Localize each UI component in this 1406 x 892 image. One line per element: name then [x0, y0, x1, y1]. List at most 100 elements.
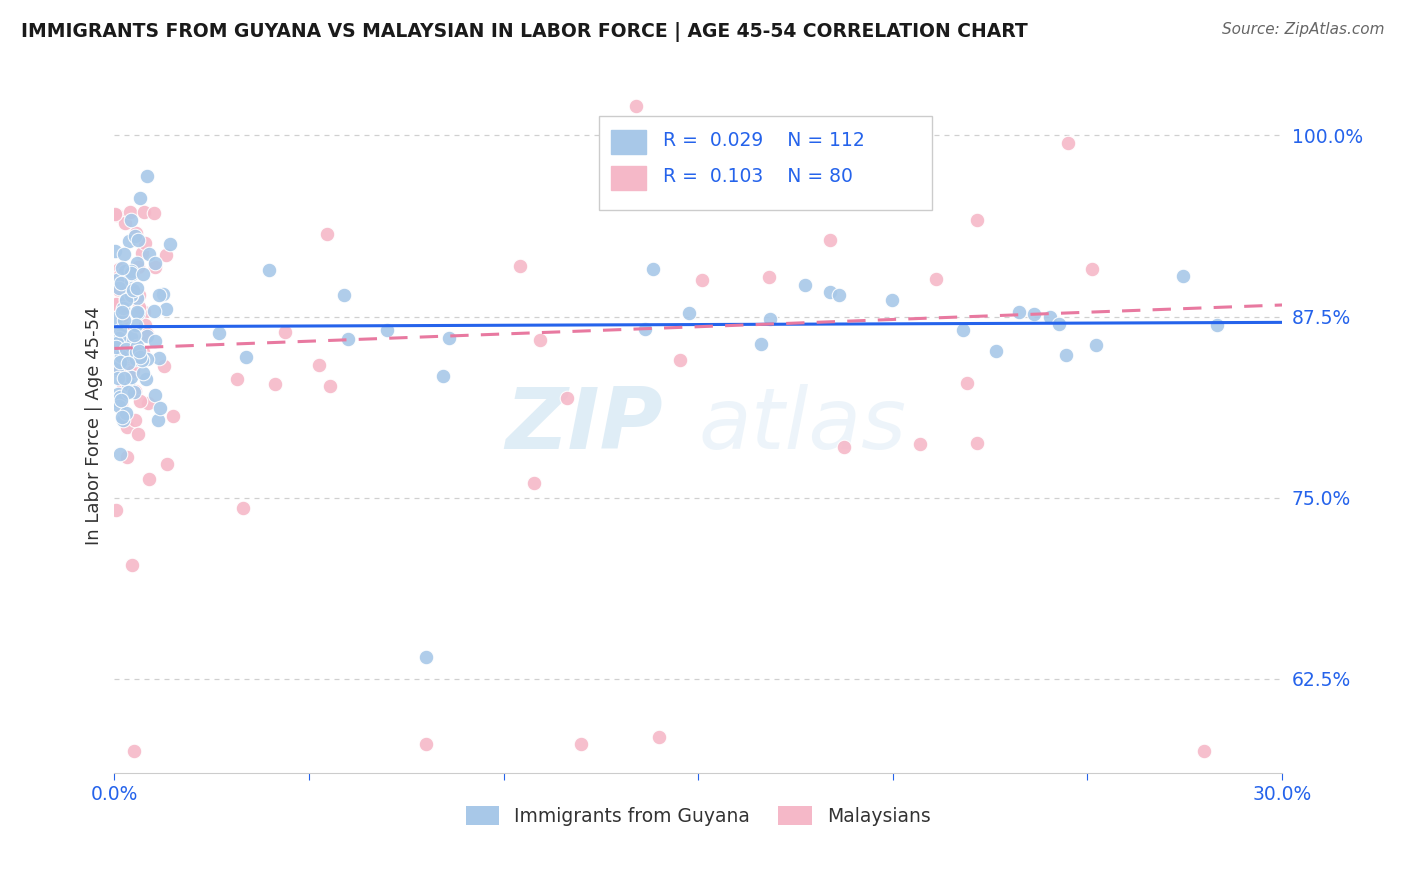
Point [908, 437, 931, 451]
Bar [610, 166, 645, 190]
Text: IMMIGRANTS FROM GUYANA VS MALAYSIAN IN LABOR FORCE | AGE 45-54 CORRELATION CHART: IMMIGRANTS FROM GUYANA VS MALAYSIAN IN L… [21, 22, 1028, 42]
Y-axis label: In Labor Force | Age 45-54: In Labor Force | Age 45-54 [86, 306, 103, 545]
Point [634, 322, 657, 336]
Point [120, 264, 142, 278]
Point [108, 262, 131, 277]
Point [121, 349, 143, 363]
Point [128, 300, 150, 314]
Point [115, 277, 138, 291]
Point [127, 233, 149, 247]
Point [127, 354, 149, 368]
Point [509, 259, 531, 273]
Point [107, 387, 129, 401]
Point [107, 393, 129, 408]
Point [105, 297, 128, 311]
Point [128, 344, 150, 359]
Point [110, 350, 132, 364]
Point [138, 473, 160, 487]
Point [143, 255, 166, 269]
Point [108, 447, 131, 461]
Point [571, 737, 593, 751]
Point [121, 361, 143, 376]
Point [117, 356, 139, 370]
Point [143, 334, 166, 348]
Point [124, 413, 146, 427]
Point [1047, 317, 1070, 331]
Point [127, 426, 149, 441]
Point [121, 267, 143, 281]
Point [131, 353, 153, 368]
Point [125, 345, 148, 359]
Point [112, 313, 135, 327]
Point [143, 260, 166, 275]
Point [432, 369, 454, 384]
Point [111, 305, 134, 319]
Point [138, 247, 160, 261]
Point [127, 306, 149, 320]
Point [110, 393, 132, 408]
Point [124, 226, 146, 240]
Point [120, 330, 142, 344]
Point [114, 293, 136, 307]
Point [114, 352, 136, 367]
Point [131, 345, 153, 359]
Point [114, 326, 136, 340]
Point [117, 376, 139, 391]
Point [758, 269, 780, 284]
Point [557, 392, 579, 406]
Point [319, 379, 342, 393]
Point [208, 326, 231, 340]
Point [375, 323, 398, 337]
Point [114, 373, 136, 387]
Text: atlas: atlas [699, 384, 907, 467]
Point [125, 352, 148, 367]
Point [136, 169, 159, 183]
Point [115, 343, 138, 357]
Point [529, 333, 551, 347]
Point [966, 436, 988, 450]
Text: Source: ZipAtlas.com: Source: ZipAtlas.com [1222, 22, 1385, 37]
Point [337, 332, 360, 346]
Point [148, 351, 170, 365]
Point [110, 397, 132, 411]
Point [108, 364, 131, 378]
Point [925, 272, 948, 286]
Point [439, 331, 461, 345]
Point [827, 287, 849, 301]
Point [104, 206, 127, 220]
Point [1192, 744, 1215, 758]
Point [118, 205, 141, 219]
Point [105, 208, 128, 222]
Point [121, 283, 143, 297]
Point [257, 263, 280, 277]
Point [956, 376, 979, 390]
Point [1206, 318, 1229, 333]
Point [793, 277, 815, 292]
Point [624, 99, 647, 113]
Point [415, 650, 437, 665]
Point [104, 342, 127, 356]
Point [125, 305, 148, 319]
Point [111, 260, 134, 275]
Point [117, 420, 139, 434]
Point [152, 286, 174, 301]
Point [135, 351, 157, 366]
Point [159, 237, 181, 252]
Point [127, 281, 149, 295]
Point [121, 352, 143, 367]
Text: R =  0.103    N = 80: R = 0.103 N = 80 [664, 167, 853, 186]
Point [115, 292, 138, 306]
Point [1039, 310, 1062, 324]
Point [112, 301, 135, 315]
Point [134, 204, 156, 219]
Point [108, 284, 131, 298]
Point [112, 247, 135, 261]
Point [1007, 304, 1029, 318]
Point [115, 347, 138, 361]
Point [122, 328, 145, 343]
Point [127, 339, 149, 353]
Point [749, 336, 772, 351]
Point [136, 329, 159, 343]
Point [117, 350, 139, 364]
Point [122, 333, 145, 347]
